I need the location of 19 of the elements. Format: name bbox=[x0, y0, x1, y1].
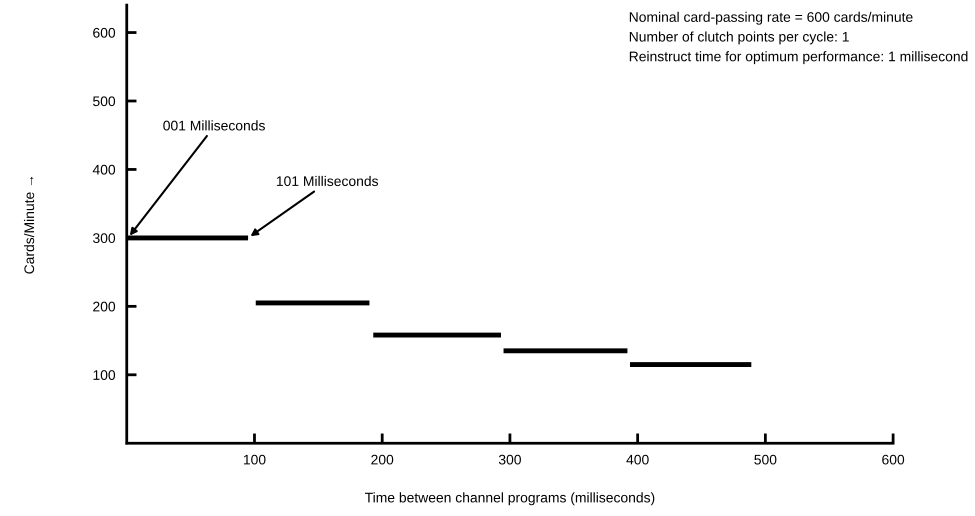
y-tick-label: 500 bbox=[93, 96, 116, 106]
x-axis-title: Time between channel programs (milliseconds) bbox=[365, 492, 654, 506]
x-tick-label: 400 bbox=[626, 454, 649, 465]
y-tick-label: 400 bbox=[92, 164, 116, 175]
y-tick-label: 100 bbox=[94, 370, 116, 380]
x-tick-label: 100 bbox=[244, 454, 266, 465]
y-tick-label: 200 bbox=[93, 302, 116, 312]
annotation: Number of clutch points per cycle: 1 bbox=[630, 31, 849, 44]
y-tick-label: 300 bbox=[93, 233, 116, 244]
annotation: 001 Milliseconds bbox=[163, 120, 265, 131]
annotation: Nominal card-passing rate = 600 cards/minute bbox=[630, 12, 913, 25]
annotation: 101 Milliseconds bbox=[276, 176, 378, 186]
x-tick-label: 600 bbox=[882, 454, 904, 465]
x-tick-label: 300 bbox=[498, 454, 521, 465]
x-tick-label: 500 bbox=[754, 454, 776, 465]
annotation: Reinstruct time for optimum performance: 1 millisecond bbox=[630, 51, 968, 64]
y-tick-label: 600 bbox=[93, 28, 116, 38]
y-axis-title: Cards/Minute → bbox=[24, 176, 34, 274]
x-tick-label: 200 bbox=[371, 454, 394, 465]
